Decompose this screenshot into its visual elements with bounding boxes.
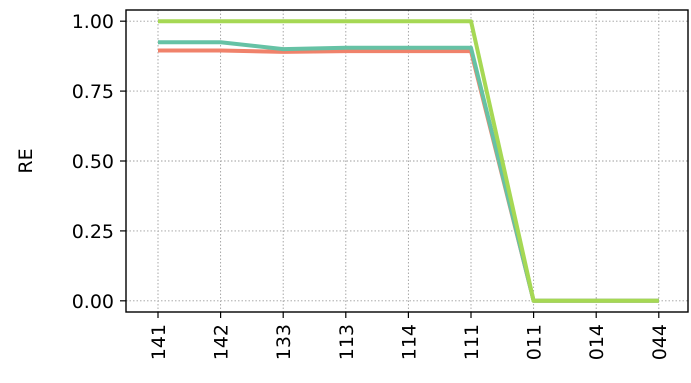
x-tick-label: 113 (336, 324, 358, 360)
series-line-3 (158, 19, 659, 303)
series-lines (158, 19, 659, 303)
x-tick-label: 141 (148, 324, 170, 360)
x-tick-label: 133 (273, 324, 295, 360)
x-tick-label: 114 (398, 324, 420, 360)
x-tick-label: 014 (586, 324, 608, 360)
y-tick-label: 0.00 (72, 291, 114, 313)
x-tick-label: 011 (524, 324, 546, 360)
y-tick-label: 0.75 (72, 81, 114, 103)
x-tick-label: 044 (649, 324, 671, 360)
axis-ticks: 0.00 0.25 0.50 0.75 1.00 141 142 133 113 114 111 01… (72, 11, 671, 360)
x-tick-label: 111 (461, 324, 483, 360)
y-tick-label: 0.25 (72, 221, 114, 243)
y-tick-label: 0.50 (72, 151, 114, 173)
x-tick-label: 142 (211, 324, 233, 360)
grid (126, 10, 688, 312)
y-axis-label: RE (15, 148, 37, 173)
y-tick-label: 1.00 (72, 11, 114, 33)
